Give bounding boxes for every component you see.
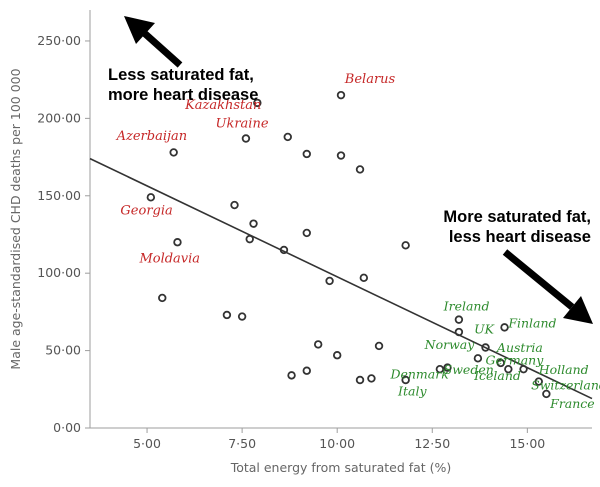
data-point xyxy=(454,315,464,324)
country-label-green: Germany xyxy=(486,353,545,368)
x-tick-label: 10·00 xyxy=(319,436,355,451)
y-tick-label: 50·00 xyxy=(45,343,81,358)
red-country-labels: Belarus Kazakhstan Ukraine Azerbaijan Georgi… xyxy=(116,72,396,267)
data-point xyxy=(158,293,167,303)
data-point xyxy=(443,363,452,372)
data-point xyxy=(230,200,239,210)
country-label-green: Holland xyxy=(538,362,589,377)
country-label-green: Iceland xyxy=(473,368,521,383)
x-tick-label: 5·00 xyxy=(133,436,161,451)
x-tick-label: 12·50 xyxy=(414,436,450,451)
data-point xyxy=(336,151,346,160)
country-label-green: France xyxy=(549,396,595,411)
country-label-red: Belarus xyxy=(344,72,396,87)
data-point xyxy=(237,312,247,321)
data-point xyxy=(504,364,513,374)
data-point xyxy=(313,340,323,349)
country-label-green: Denmark xyxy=(389,366,448,381)
x-axis-label: Total energy from saturated fat (%) xyxy=(230,460,452,475)
country-label-red: Georgia xyxy=(120,203,172,218)
country-label-green: Ireland xyxy=(443,298,490,313)
country-label-green: Finland xyxy=(507,315,556,330)
data-point xyxy=(302,366,311,375)
country-label-green: Switzerland xyxy=(531,377,600,392)
data-point xyxy=(169,148,178,157)
callout-more-fat-line1: More saturated fat, xyxy=(443,208,591,226)
y-tick-label: 100·00 xyxy=(37,265,81,280)
data-point xyxy=(325,276,334,286)
y-tick-label: 0·00 xyxy=(53,420,81,435)
country-label-red: Moldavia xyxy=(138,251,200,266)
data-point xyxy=(302,228,311,238)
callout-more-fat-line2: less heart disease xyxy=(449,228,591,246)
point-group xyxy=(146,90,551,399)
data-point xyxy=(245,234,254,244)
trend-line xyxy=(89,157,593,400)
data-point xyxy=(249,219,258,228)
y-tick-label: 250·00 xyxy=(37,33,81,48)
data-point xyxy=(454,327,464,337)
callout-less-fat-line1: Less saturated fat, xyxy=(108,66,254,84)
y-tick-group: 0·00 50·00 100·00 150·00 200·00 250·00 xyxy=(37,33,90,435)
data-point xyxy=(435,364,445,374)
data-point xyxy=(336,90,346,100)
data-point xyxy=(374,341,384,351)
data-point xyxy=(253,98,262,108)
country-label-red: Ukraine xyxy=(216,117,269,132)
data-point xyxy=(355,375,365,385)
data-point xyxy=(302,149,311,159)
data-point xyxy=(401,241,410,250)
data-point xyxy=(146,193,156,202)
data-point xyxy=(287,371,296,380)
callout-less-fat-line2: more heart disease xyxy=(108,86,258,104)
country-label-green: Sweden xyxy=(444,362,494,377)
data-point xyxy=(173,238,182,247)
x-tick-label: 7·50 xyxy=(228,436,256,451)
data-point xyxy=(481,343,490,352)
x-tick-group: 5·00 7·50 10·00 12·50 15·00 xyxy=(133,428,545,451)
arrow-up-left-icon xyxy=(124,16,183,68)
y-tick-label: 150·00 xyxy=(37,188,81,203)
data-point xyxy=(283,132,292,142)
y-axis-label: Male age-standardised CHD deaths per 100… xyxy=(8,68,23,369)
data-point xyxy=(279,245,289,255)
data-point xyxy=(519,364,528,374)
data-point xyxy=(473,354,483,363)
country-label-red: Azerbaijan xyxy=(116,129,188,144)
data-point xyxy=(355,165,365,174)
x-tick-label: 15·00 xyxy=(509,436,545,451)
data-point xyxy=(241,134,251,143)
data-point xyxy=(367,374,376,383)
data-point xyxy=(359,273,369,283)
data-point xyxy=(332,351,342,360)
data-point xyxy=(401,375,410,385)
country-label-green: Norway xyxy=(424,337,476,352)
arrow-down-right-icon xyxy=(502,249,593,324)
data-point xyxy=(534,377,543,386)
country-label-red: Kazakhstan xyxy=(184,98,261,113)
country-label-green: UK xyxy=(474,322,495,337)
data-point xyxy=(542,389,551,399)
data-point xyxy=(222,310,232,320)
data-point xyxy=(496,358,505,368)
data-point xyxy=(500,323,509,332)
y-tick-label: 200·00 xyxy=(37,110,81,125)
country-label-green: Italy xyxy=(397,383,427,398)
country-label-green: Austria xyxy=(496,340,543,355)
